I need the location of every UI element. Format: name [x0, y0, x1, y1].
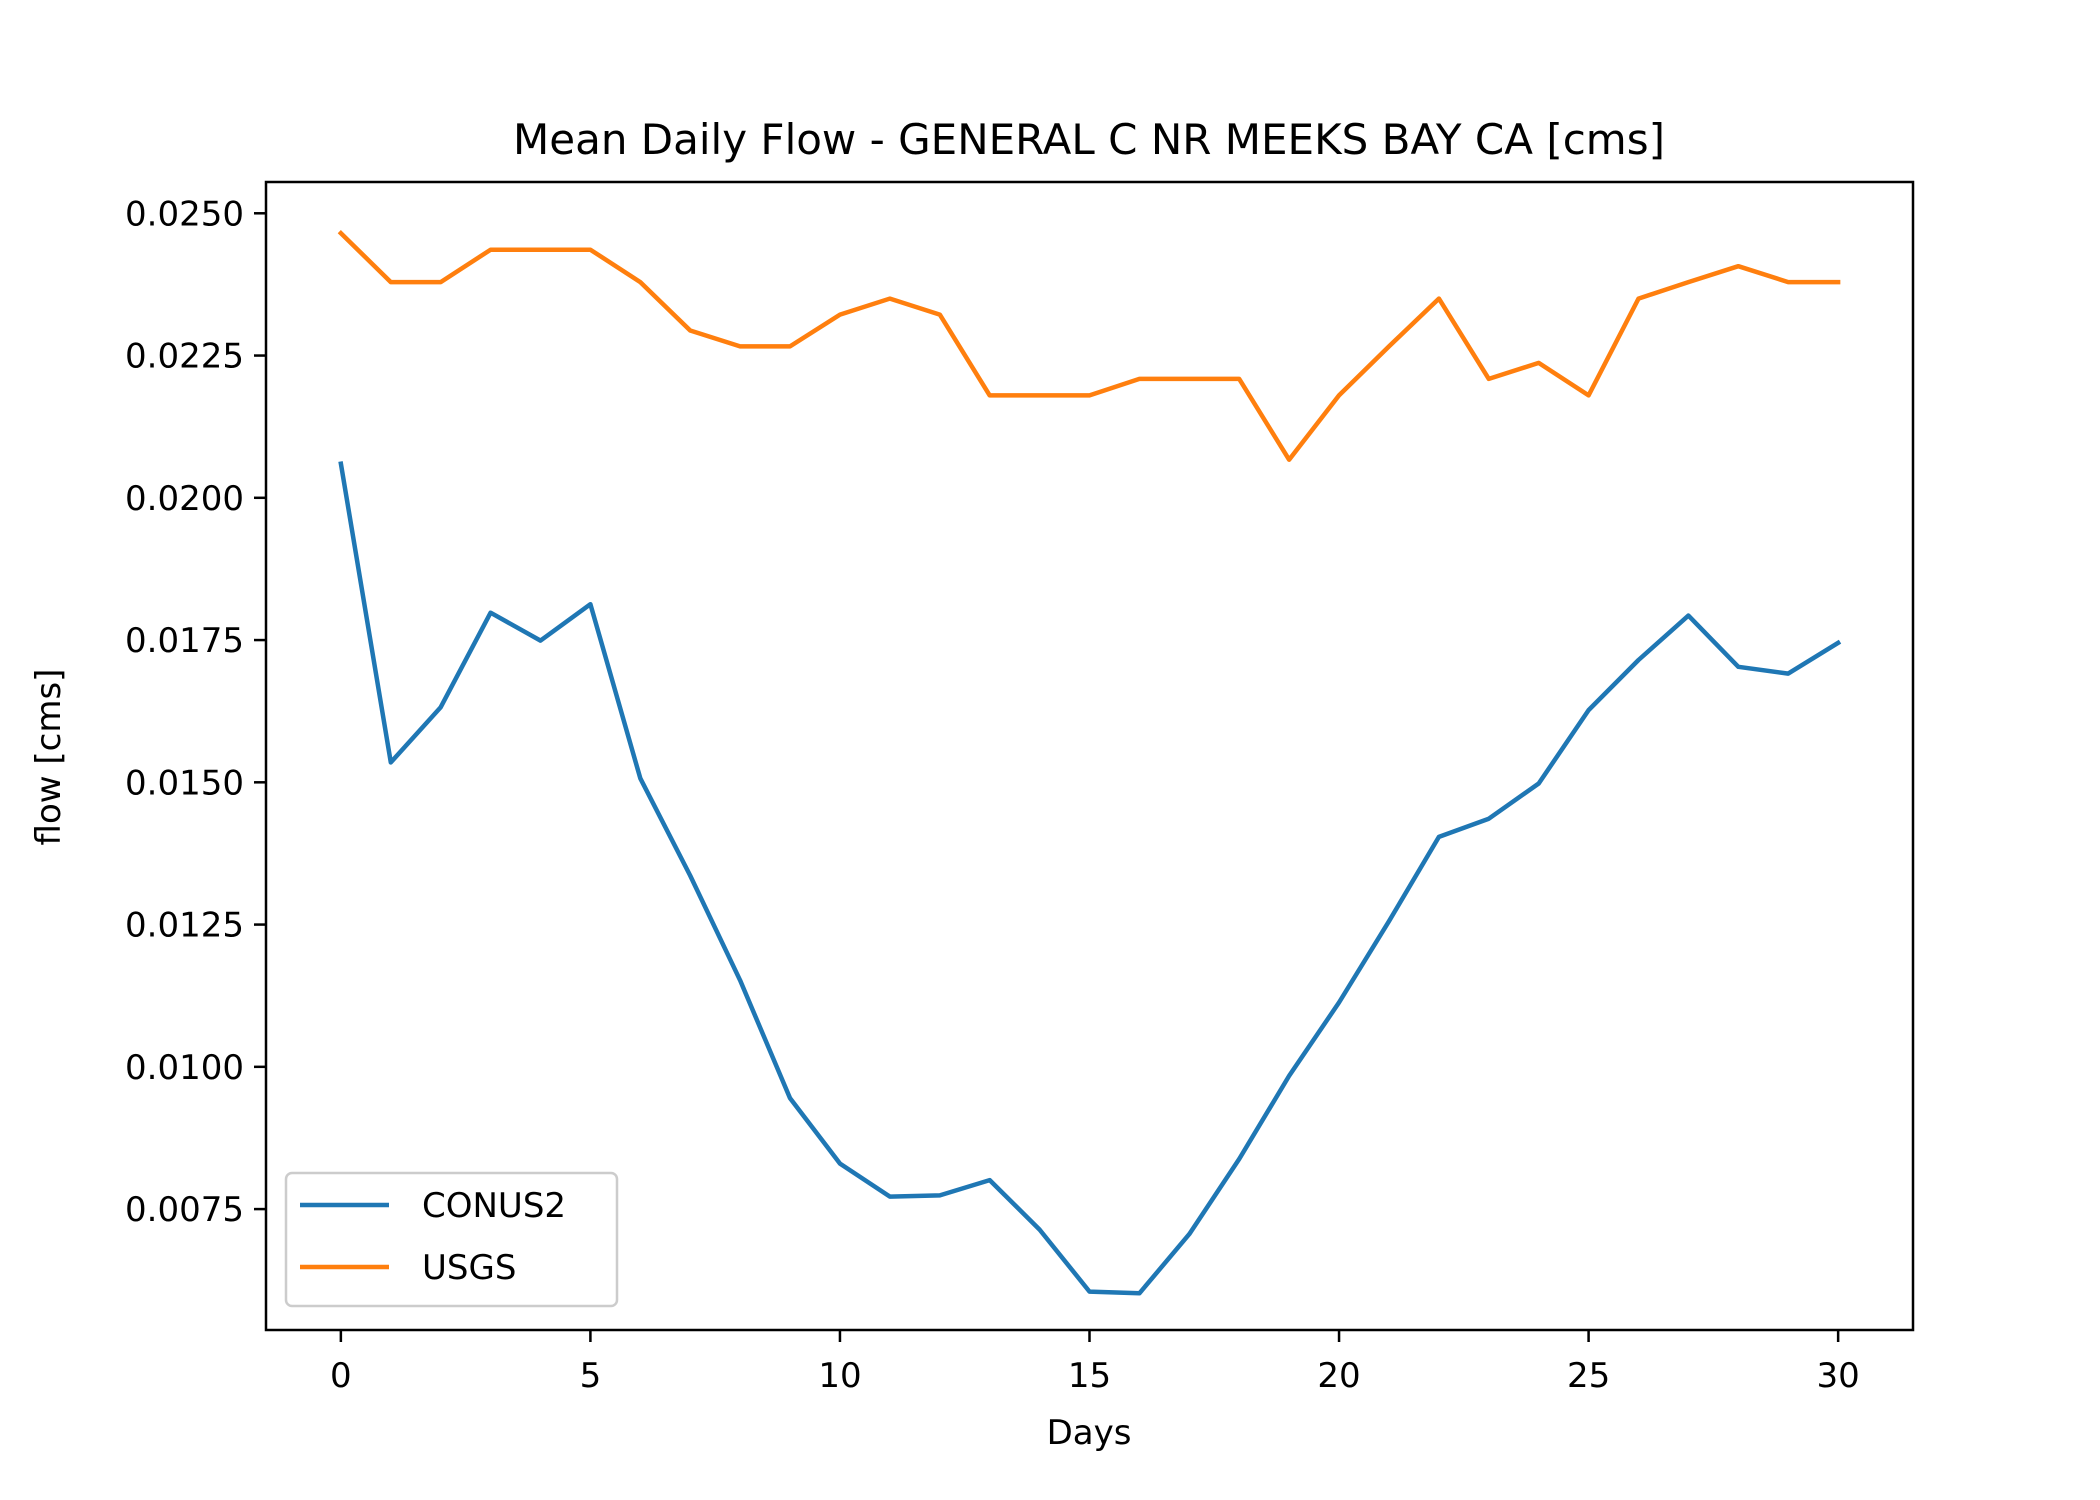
x-tick-label: 5 [580, 1356, 602, 1396]
y-axis-label: flow [cms] [29, 669, 69, 846]
series-line-usgs [337, 230, 1841, 462]
x-tick-label: 0 [330, 1356, 352, 1396]
x-tick-label: 25 [1567, 1356, 1610, 1396]
y-tick-label: 0.0225 [125, 337, 244, 377]
plot-lines [337, 230, 1842, 1296]
y-tick-label: 0.0125 [125, 906, 244, 946]
y-tick-label: 0.0150 [125, 763, 244, 803]
y-tick-label: 0.0100 [125, 1048, 244, 1088]
y-axis-ticks: 0.0075 0.0100 0.0125 0.0150 0.0175 0.0200 0.02… [125, 194, 266, 1230]
y-tick-label: 0.0250 [125, 194, 244, 234]
y-tick-label: 0.0175 [125, 621, 244, 661]
x-tick-label: 10 [818, 1356, 861, 1396]
x-tick-label: 15 [1068, 1356, 1111, 1396]
legend: CONUS2 USGS [284, 1171, 619, 1308]
y-tick-label: 0.0075 [125, 1190, 244, 1230]
legend-label-conus2: CONUS2 [422, 1186, 566, 1226]
y-tick-label: 0.0200 [125, 479, 244, 519]
x-axis-ticks: 0 5 10 15 20 25 30 [330, 1330, 1860, 1396]
x-axis-label: Days [1047, 1413, 1132, 1453]
chart-title: Mean Daily Flow - GENERAL C NR MEEKS BAY… [513, 115, 1665, 164]
x-tick-label: 30 [1817, 1356, 1860, 1396]
series-line-conus2 [338, 461, 1842, 1296]
x-tick-label: 20 [1317, 1356, 1360, 1396]
legend-label-usgs: USGS [422, 1248, 516, 1288]
